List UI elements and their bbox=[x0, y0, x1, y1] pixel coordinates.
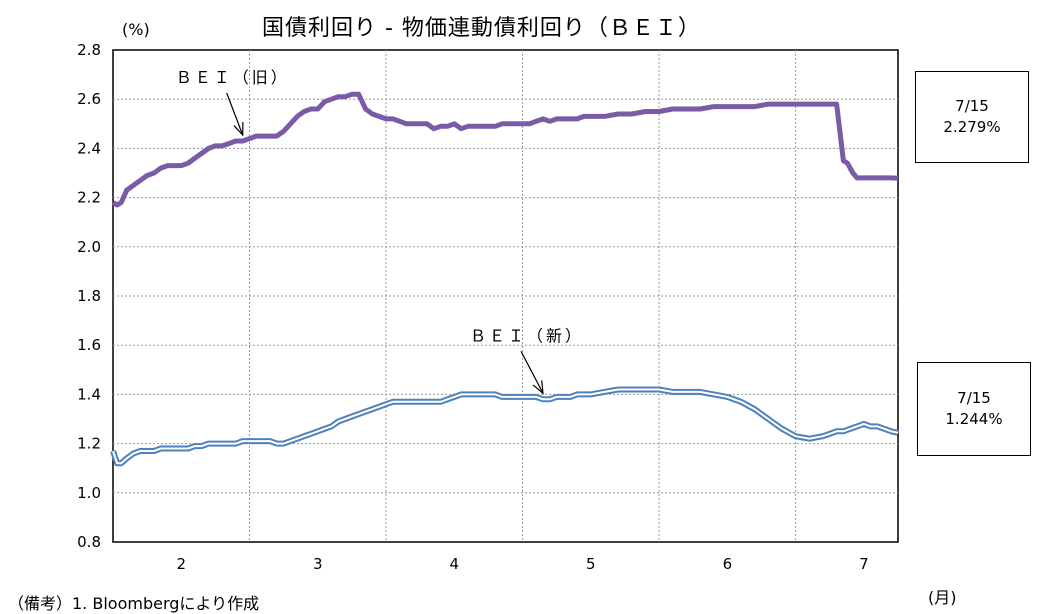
y-tick-label: 1.8 bbox=[77, 287, 101, 305]
annotation-arrow-line bbox=[226, 92, 244, 136]
annotation-label: ＢＥＩ（新） bbox=[470, 326, 584, 345]
y-tick-label: 1.0 bbox=[77, 484, 101, 502]
callout-old-date: 7/15 bbox=[955, 97, 989, 115]
x-tick-label: 4 bbox=[450, 555, 460, 573]
annotation-arrow-head bbox=[532, 380, 544, 395]
annotation-arrow-line bbox=[520, 351, 544, 394]
y-tick-label: 2.6 bbox=[77, 90, 101, 108]
annotations: ＢＥＩ（旧） ＢＥＩ（新） bbox=[176, 68, 584, 395]
annotation-arrow-head bbox=[233, 121, 244, 137]
y-tick-label: 2.2 bbox=[77, 189, 101, 207]
x-tick-label: 2 bbox=[176, 555, 186, 573]
y-tick-label: 1.2 bbox=[77, 435, 101, 453]
callout-new-latest: 7/15 1.244% bbox=[917, 362, 1031, 456]
callout-old-latest: 7/15 2.279% bbox=[915, 71, 1029, 163]
x-axis-unit: (月) bbox=[928, 588, 957, 607]
x-tick-label: 6 bbox=[723, 555, 733, 573]
callout-new-date: 7/15 bbox=[957, 389, 991, 407]
series-line-new-inner bbox=[112, 388, 899, 465]
y-tick-label: 1.4 bbox=[77, 385, 101, 403]
x-tick-labels: 2 3 4 5 6 7 bbox=[176, 555, 868, 573]
series-line-old bbox=[111, 91, 899, 208]
y-axis-unit: (%) bbox=[122, 20, 150, 39]
x-tick-label: 5 bbox=[586, 555, 596, 573]
y-tick-labels: 2.8 2.6 2.4 2.2 2.0 1.8 1.6 1.4 1.2 1.0 0.8 bbox=[77, 41, 101, 551]
x-tick-label: 3 bbox=[313, 555, 323, 573]
y-tick-label: 2.8 bbox=[77, 41, 101, 59]
y-tick-label: 2.0 bbox=[77, 238, 101, 256]
callout-old-value: 2.279% bbox=[943, 118, 1001, 136]
callout-new-value: 1.244% bbox=[945, 410, 1003, 428]
source-note: （備考）1. Bloombergにより作成 bbox=[8, 594, 260, 613]
x-tick-label: 7 bbox=[859, 555, 869, 573]
series-lines bbox=[110, 91, 899, 467]
y-tick-label: 2.4 bbox=[77, 139, 101, 157]
annotation-label: ＢＥＩ（旧） bbox=[176, 68, 290, 87]
chart-title: 国債利回り - 物価連動債利回り（ＢＥＩ） bbox=[262, 16, 701, 41]
y-tick-label: 1.6 bbox=[77, 336, 101, 354]
y-tick-label: 0.8 bbox=[77, 533, 101, 551]
